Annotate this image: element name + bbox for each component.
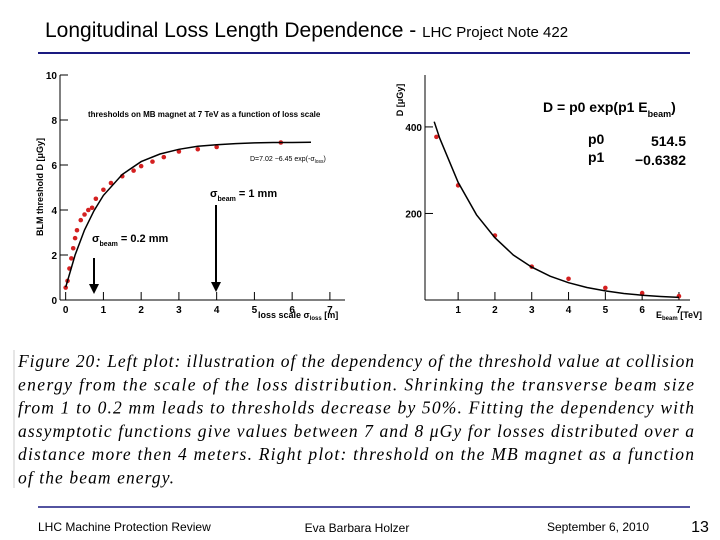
x-tick-label: 6 [289, 305, 295, 316]
data-point [603, 285, 608, 291]
x-tick-label: 1 [455, 305, 461, 316]
y-tick-label: 0 [51, 296, 57, 307]
y-tick-label: 400 [405, 123, 422, 134]
x-tick-label: 4 [214, 305, 220, 316]
x-tick-label: 2 [492, 305, 498, 316]
fit-curve [64, 141, 312, 288]
caption-line: Figure 20: Left plot: illustration of th… [17, 351, 694, 371]
slide-title: Longitudinal Loss Length Dependence - LH… [45, 19, 568, 42]
x-tick-label: 4 [566, 305, 572, 316]
fit-formula: D = p0 exp(p1 Ebeam) [543, 99, 676, 119]
title-main: Longitudinal Loss Length Dependence - [45, 19, 422, 42]
x-tick-label: 2 [138, 305, 144, 316]
caption-line: of the beam energy. [18, 468, 174, 488]
label-part: ) [671, 99, 676, 115]
data-point [72, 235, 78, 241]
label-part: [TeV] [678, 310, 702, 320]
label-part: ) [324, 156, 326, 163]
plot-title: thresholds on MB magnet at 7 TeV as a fu… [88, 110, 321, 119]
y-tick-label: 6 [51, 161, 57, 172]
label-part: beam [662, 316, 678, 322]
y-axis-label: D [μGy] [395, 84, 405, 117]
label-part: loss scale σ [258, 310, 310, 320]
x-tick-label: 5 [252, 305, 258, 316]
y-tick-label: 200 [405, 209, 422, 220]
y-tick-label: 2 [51, 251, 57, 262]
label-part: σ [210, 188, 218, 200]
y-tick-label: 10 [46, 71, 58, 82]
data-point [82, 212, 87, 217]
y-axis-label: BLM threshold D [μGy] [35, 138, 45, 236]
data-point [74, 227, 80, 233]
x-tick-label: 7 [327, 305, 333, 316]
footer-date: September 6, 2010 [547, 520, 649, 534]
x-tick-label: 0 [63, 305, 69, 316]
footer-left: LHC Machine Protection Review [38, 520, 211, 534]
y-tick-label: 4 [51, 206, 57, 217]
data-point [78, 217, 84, 223]
data-point [86, 207, 91, 213]
x-tick-label: 7 [676, 305, 682, 316]
caption: Figure 20: Left plot: illustration of th… [17, 351, 694, 488]
caption-line: from 1 to 0.2 mm leads to thresholds dec… [18, 398, 694, 418]
arrow-head [211, 282, 221, 292]
data-point [214, 144, 219, 150]
data-point [150, 159, 155, 164]
label-part: loss [315, 159, 324, 165]
x-axis-label: loss scale σloss [m] [258, 310, 338, 322]
param-name: p1 [588, 149, 605, 165]
label-part: beam [648, 109, 672, 119]
param-name: p0 [588, 131, 605, 147]
arrow-head [89, 284, 99, 294]
annotation: σbeam = 1 mm [210, 188, 277, 203]
data-point [93, 196, 99, 202]
label-part: beam [218, 196, 236, 203]
label-part: D=7.02 −6.45 exp(-σ [250, 156, 315, 163]
data-point [108, 180, 114, 186]
data-point [69, 256, 74, 261]
data-point [161, 154, 167, 160]
label-part: σ [92, 233, 100, 245]
caption-line: distance more then 4 meters. Right plot:… [18, 444, 694, 464]
y-tick-label: 8 [51, 116, 57, 127]
left-plot: thresholds on MB magnet at 7 TeV as a fu… [35, 71, 345, 322]
data-point [566, 276, 571, 282]
title-sub: LHC Project Note 422 [422, 24, 568, 41]
label-part: beam [100, 241, 118, 248]
annotation: σbeam = 0.2 mm [92, 233, 168, 248]
x-tick-label: 1 [101, 305, 107, 316]
label-part: D = p0 exp(p1 E [543, 99, 648, 115]
x-tick-label: 3 [529, 305, 535, 316]
data-point [89, 205, 95, 211]
label-part: = 1 mm [236, 188, 277, 200]
x-tick-label: 6 [639, 305, 645, 316]
param-value: 514.5 [651, 133, 686, 149]
caption-line: energy from the scale of the loss distri… [18, 374, 694, 394]
label-part: = 0.2 mm [118, 233, 169, 245]
label-part: [m] [322, 310, 339, 320]
footer-center: Eva Barbara Holzer [305, 521, 410, 535]
right-plot: D [μGy] Ebeam [TeV] D = p0 exp(p1 Ebeam)… [395, 75, 702, 322]
caption-line: assymptotic functions give values betwee… [18, 421, 694, 441]
data-point [434, 134, 439, 140]
data-point [195, 146, 201, 152]
fit-label: D=7.02 −6.45 exp(-σloss) [250, 156, 326, 165]
data-point [101, 187, 106, 193]
x-tick-label: 3 [176, 305, 182, 316]
x-tick-label: 5 [603, 305, 609, 316]
page-number: 13 [691, 519, 709, 536]
data-point [639, 290, 645, 296]
data-point [63, 285, 68, 290]
data-point [131, 168, 136, 173]
label-part: loss [310, 316, 323, 322]
data-point [70, 245, 76, 251]
param-value: −0.6382 [635, 152, 686, 168]
x-axis-label: Ebeam [TeV] [656, 310, 702, 322]
data-point [138, 163, 144, 169]
fit-curve [433, 121, 680, 299]
label-part: E [656, 310, 662, 320]
